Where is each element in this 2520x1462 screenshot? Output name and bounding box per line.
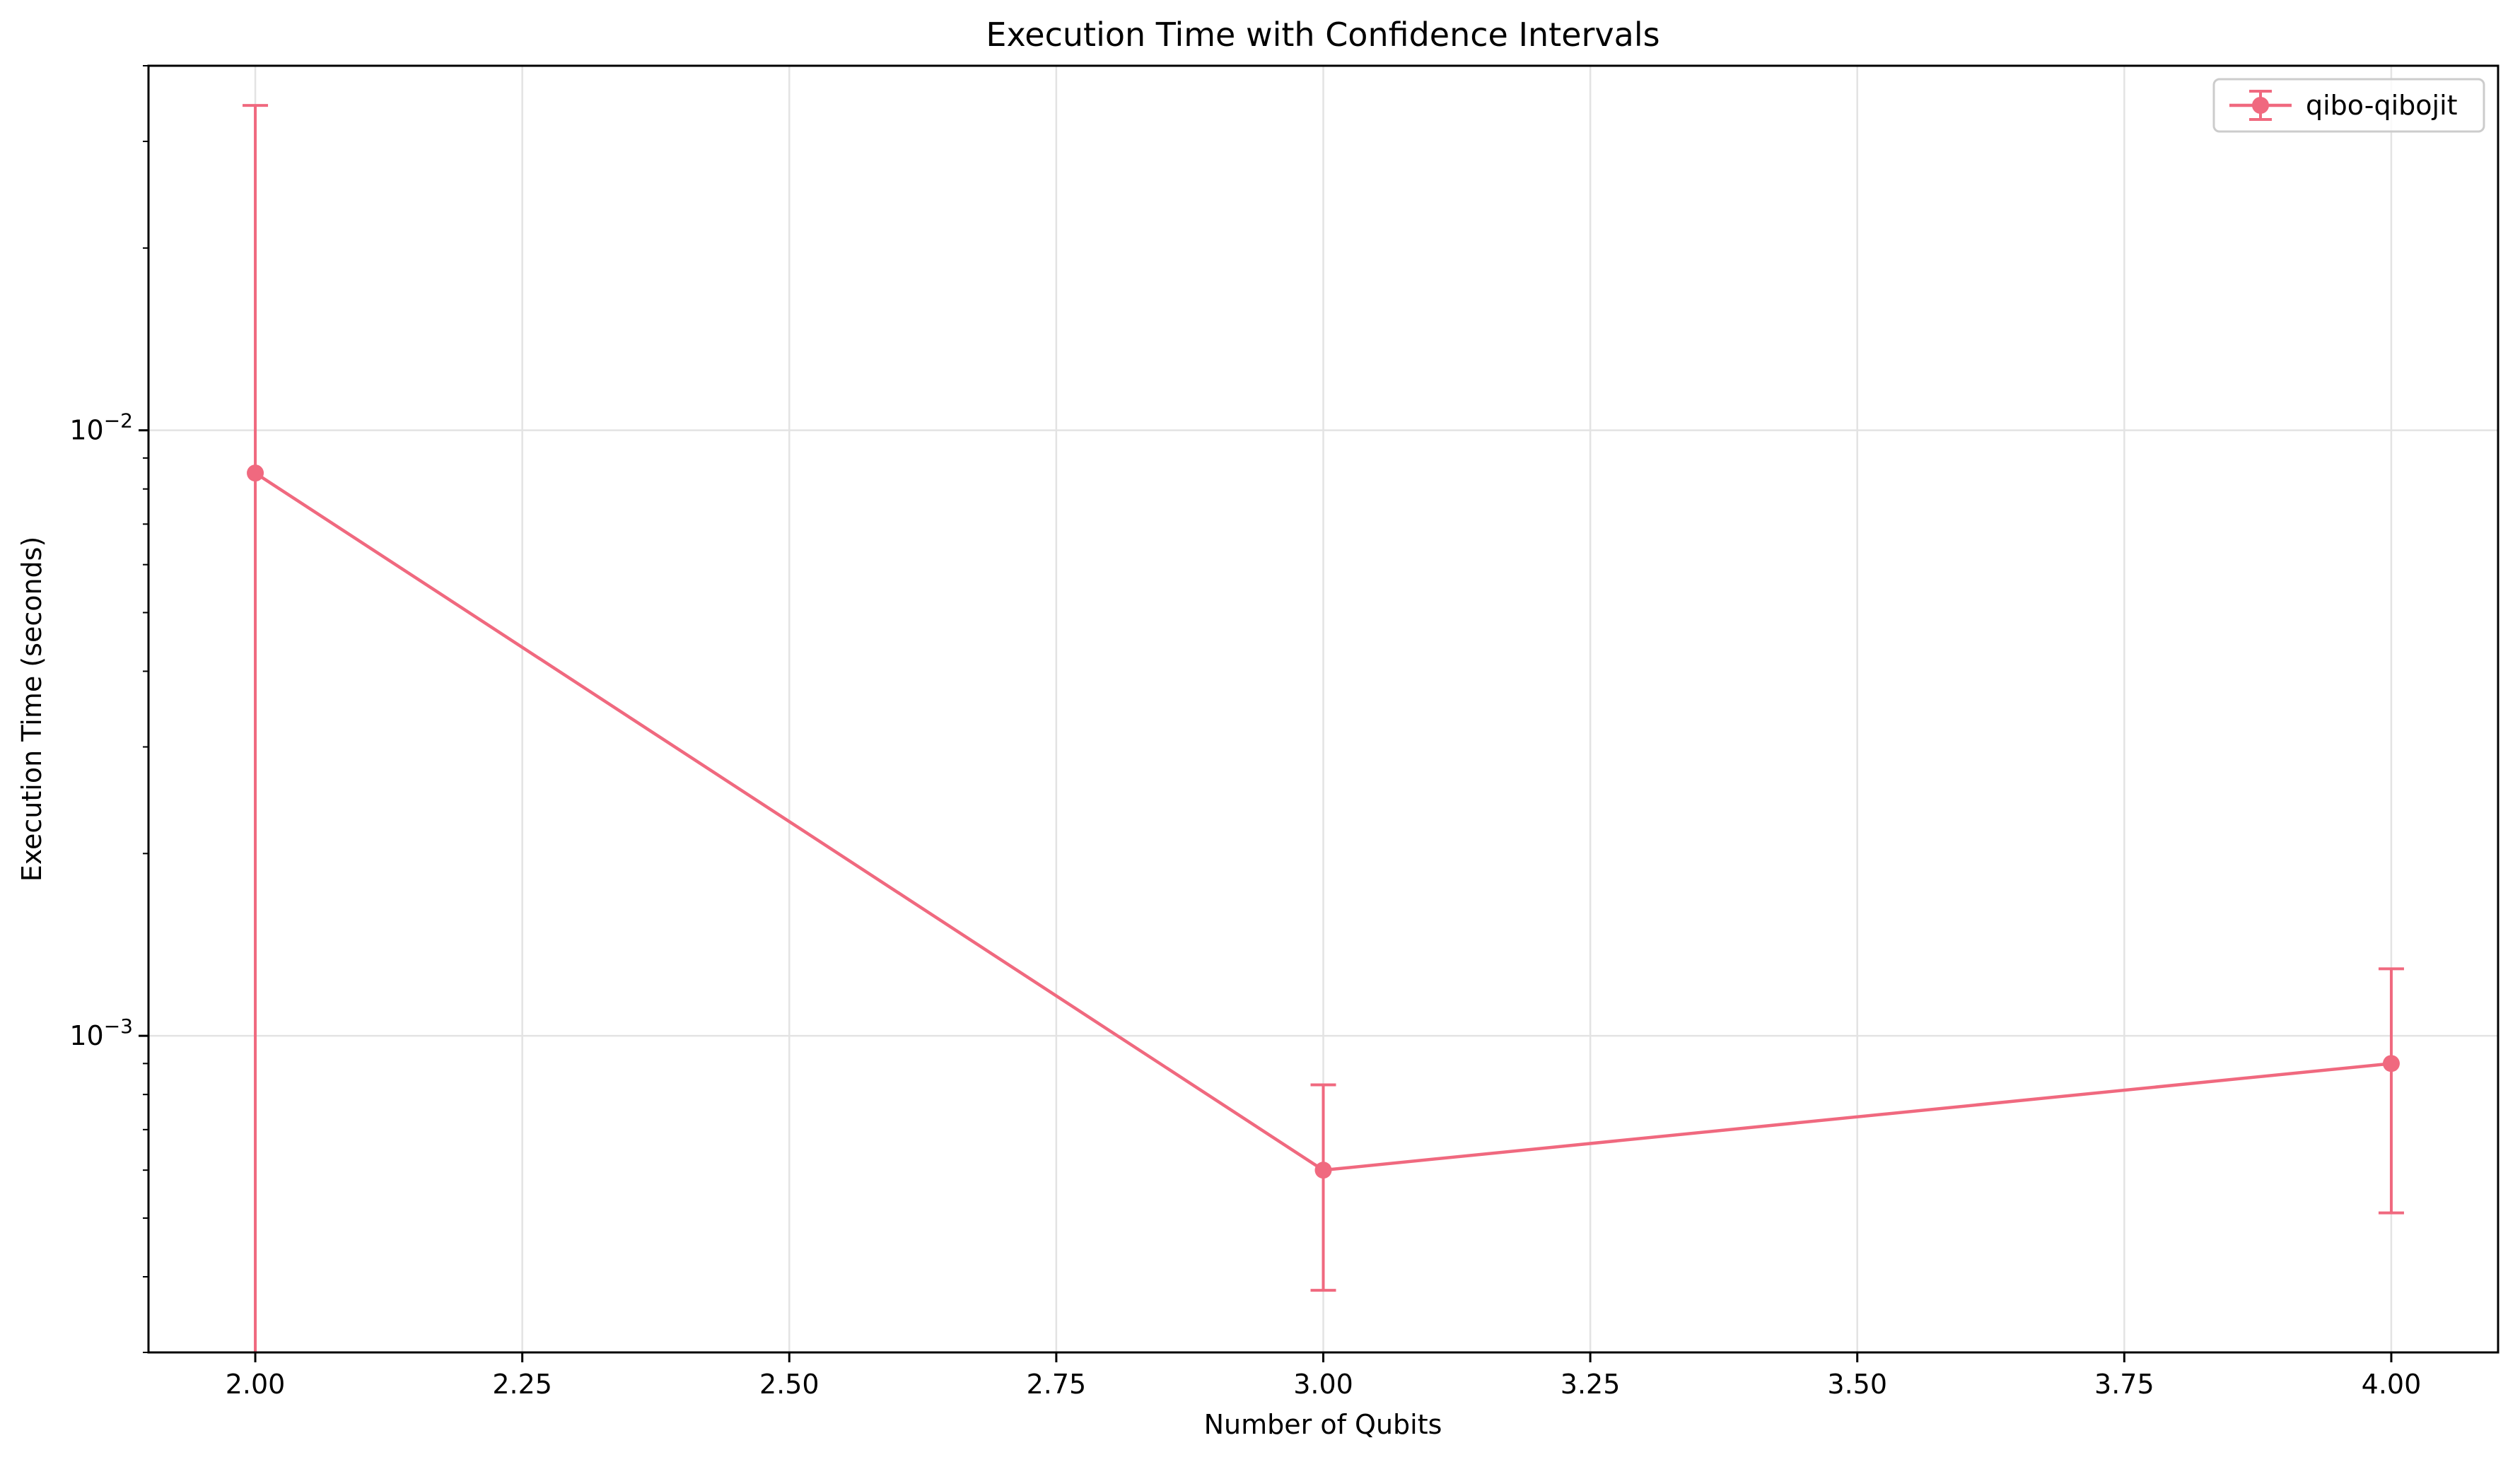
- chart-title: Execution Time with Confidence Intervals: [986, 16, 1659, 54]
- x-tick-label: 2.25: [492, 1369, 552, 1400]
- x-axis-label: Number of Qubits: [1204, 1409, 1442, 1440]
- data-point: [1314, 1162, 1332, 1179]
- y-axis: 10−3 10−2: [69, 65, 148, 1353]
- legend-swatch: [2229, 90, 2292, 121]
- y-axis-label: Execution Time (seconds): [16, 537, 47, 882]
- x-tick-label: 3.75: [2094, 1369, 2154, 1400]
- data-point: [247, 464, 264, 482]
- x-tick-label: 3.00: [1293, 1369, 1353, 1400]
- x-tick-label: 4.00: [2362, 1369, 2422, 1400]
- x-tick-label: 2.75: [1027, 1369, 1087, 1400]
- legend: qibo-qibojit: [2212, 78, 2485, 133]
- y-tick-label: 10−2: [69, 409, 133, 446]
- grid-lines: [148, 66, 2498, 1352]
- data-point: [2382, 1055, 2400, 1072]
- x-axis: 2.00 2.25 2.50 2.75 3.00 3.25 3.50 3.75 4.00: [226, 1352, 2422, 1400]
- y-tick-label: 10−3: [69, 1014, 133, 1051]
- legend-box: [2212, 78, 2485, 133]
- x-tick-label: 3.25: [1561, 1369, 1621, 1400]
- series-layer: [243, 104, 2404, 1352]
- legend-marker: [2252, 97, 2269, 114]
- x-tick-label: 2.50: [759, 1369, 819, 1400]
- legend-label: qibo-qibojit: [2306, 90, 2458, 121]
- x-tick-label: 2.00: [226, 1369, 286, 1400]
- x-tick-label: 3.50: [1827, 1369, 1887, 1400]
